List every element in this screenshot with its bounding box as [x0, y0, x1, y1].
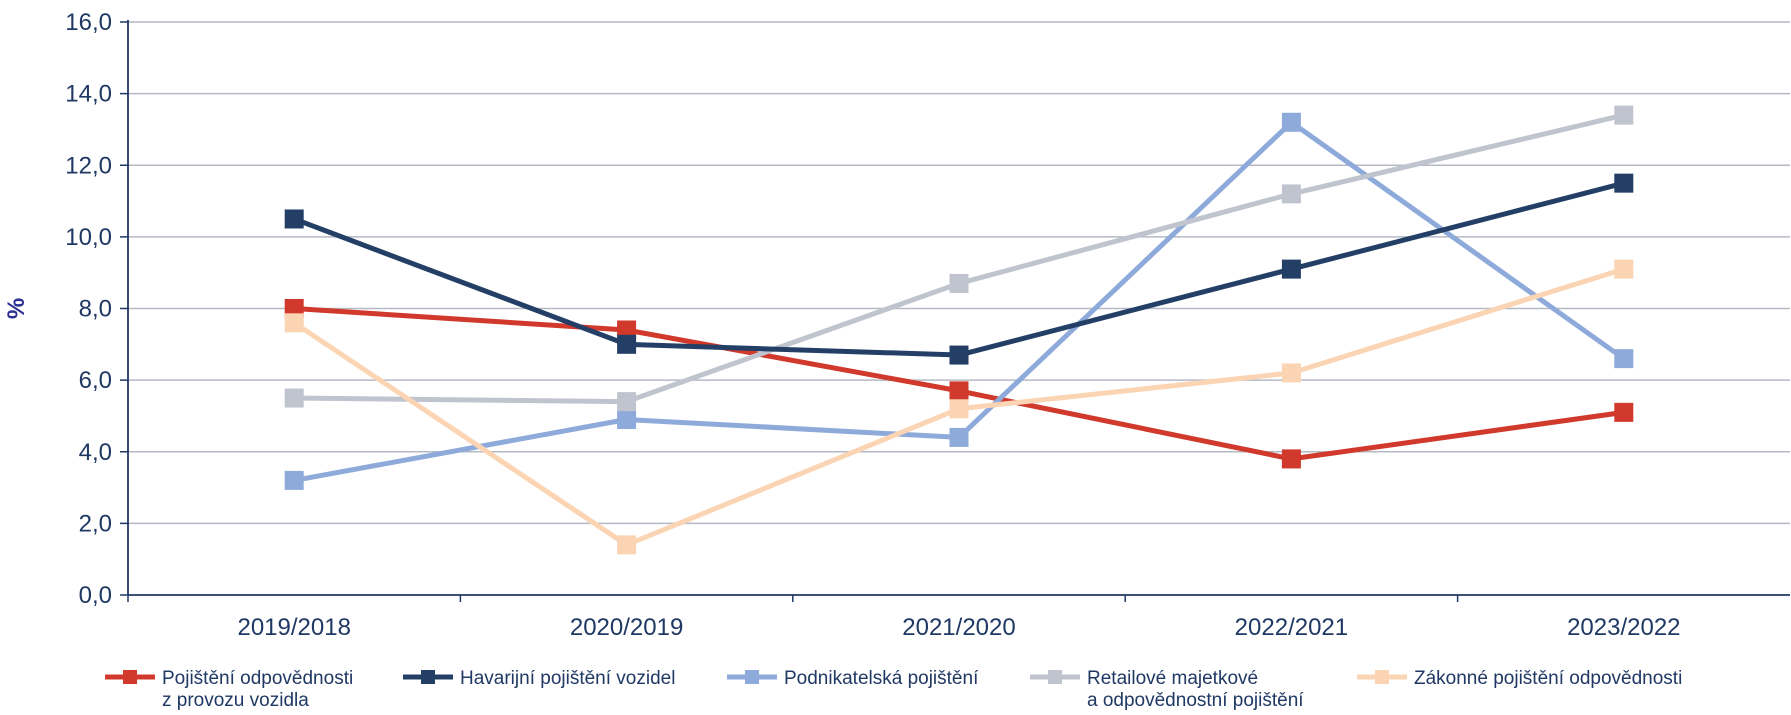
axes: 0,0 2,0 4,0 6,0 8,0 10,0 12,0 14,0 16,0 2019/2018…	[3, 9, 1790, 641]
data-point	[949, 273, 969, 293]
data-point	[617, 320, 637, 340]
legend-entry: Zákonné pojištění odpovědnosti	[1414, 668, 1682, 689]
legend-entry-line: Havarijní pojištění vozidel	[460, 668, 675, 689]
y-tick-label: 6,0	[79, 367, 112, 394]
data-point	[1281, 363, 1301, 383]
legend-entry-line: Retailové majetkové	[1087, 668, 1258, 689]
legend-entry-line: Pojištění odpovědnosti	[162, 668, 353, 689]
x-tick-label: 2023/2022	[1567, 614, 1680, 641]
data-point	[1614, 105, 1634, 125]
data-point	[1281, 449, 1301, 469]
data-point	[1614, 349, 1634, 369]
data-point	[284, 388, 304, 408]
data-point	[617, 392, 637, 412]
y-tick-label: 14,0	[65, 81, 112, 108]
x-tick-label: 2022/2021	[1235, 614, 1348, 641]
series-markers	[284, 105, 1634, 555]
data-point	[949, 381, 969, 401]
legend-swatch-marker	[1375, 670, 1389, 684]
legend-swatch-marker	[745, 670, 759, 684]
grid-lines	[128, 21, 1790, 525]
y-tick-label: 2,0	[79, 510, 112, 537]
y-axis-label: %	[3, 298, 30, 319]
legend-entry-line: a odpovědnostní pojištění	[1087, 690, 1304, 710]
legend-swatch-marker	[1048, 670, 1062, 684]
legend-swatch-marker	[421, 670, 435, 684]
data-point	[617, 334, 637, 354]
data-point	[1614, 173, 1634, 193]
legend-entry: Pojištění odpovědnosti z provozu vozidla	[162, 668, 353, 710]
legend-entry-line: z provozu vozidla	[162, 690, 309, 710]
legend-entry: Retailové majetkové a odpovědnostní pojiš…	[1087, 668, 1304, 710]
data-point	[617, 410, 637, 430]
data-point	[1614, 402, 1634, 422]
legend-entry: Podnikatelská pojištění	[784, 668, 979, 689]
y-tick-label: 16,0	[65, 9, 112, 36]
y-tick-label: 10,0	[65, 224, 112, 251]
legend-entry-line: Podnikatelská pojištění	[784, 668, 979, 689]
data-point	[949, 427, 969, 447]
data-point	[1281, 184, 1301, 204]
x-tick-label: 2020/2019	[570, 614, 683, 641]
legend-entry: Havarijní pojištění vozidel	[460, 668, 675, 689]
y-tick-label: 8,0	[79, 296, 112, 323]
data-point	[617, 535, 637, 555]
legend: Pojištění odpovědnosti z provozu vozidla H…	[105, 668, 1682, 711]
data-point	[1614, 259, 1634, 279]
x-tick-label: 2021/2020	[902, 614, 1015, 641]
data-point	[1281, 259, 1301, 279]
data-point	[284, 470, 304, 490]
series-line	[291, 119, 1627, 483]
y-tick-label: 0,0	[79, 582, 112, 609]
x-tick-label: 2019/2018	[237, 614, 350, 641]
data-point	[949, 345, 969, 365]
data-point	[284, 209, 304, 229]
legend-swatch-marker	[123, 670, 137, 684]
data-point	[949, 399, 969, 419]
legend-entry-line: Zákonné pojištění odpovědnosti	[1414, 668, 1682, 689]
data-point	[1281, 112, 1301, 132]
series-lines	[291, 112, 1627, 548]
data-point	[284, 299, 304, 318]
data-point	[284, 313, 304, 333]
y-tick-label: 4,0	[79, 439, 112, 466]
y-tick-label: 12,0	[65, 152, 112, 179]
